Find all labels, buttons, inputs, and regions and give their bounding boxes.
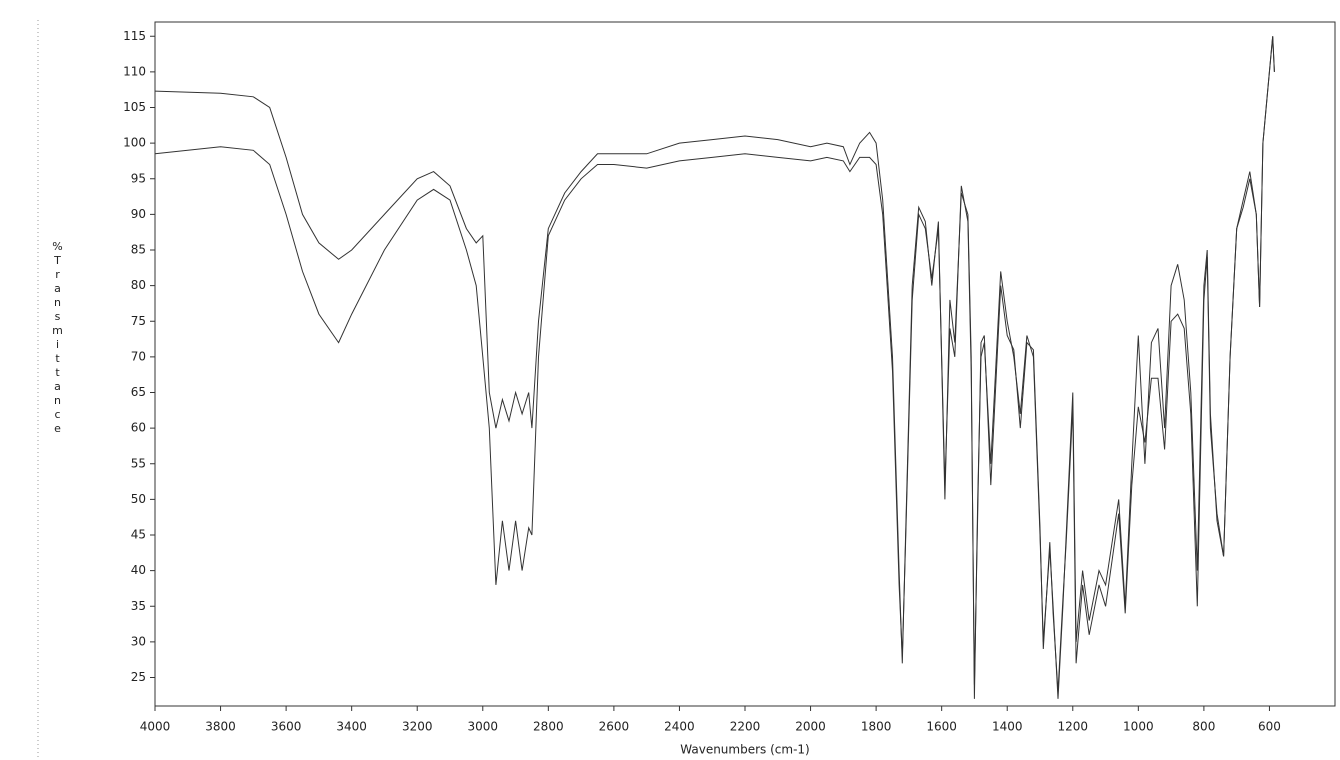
x-tick-label: 600 <box>1258 720 1281 734</box>
x-tick-label: 3800 <box>205 720 236 734</box>
x-tick-label: 1400 <box>992 720 1023 734</box>
x-tick-label: 2200 <box>730 720 761 734</box>
x-tick-label: 2600 <box>599 720 630 734</box>
y-tick-label: 60 <box>131 421 146 435</box>
x-tick-label: 3000 <box>468 720 499 734</box>
x-tick-label: 3200 <box>402 720 433 734</box>
x-tick-label: 2000 <box>795 720 826 734</box>
x-tick-label: 2800 <box>533 720 564 734</box>
y-tick-label: 55 <box>131 456 146 470</box>
y-tick-label: 90 <box>131 207 146 221</box>
y-tick-label: 115 <box>123 29 146 43</box>
x-axis-label: Wavenumbers (cm-1) <box>680 743 809 757</box>
y-axis-label: %Transmittance <box>51 240 64 436</box>
y-tick-label: 30 <box>131 634 146 648</box>
y-tick-label: 35 <box>131 599 146 613</box>
y-tick-label: 50 <box>131 492 146 506</box>
x-tick-label: 3600 <box>271 720 302 734</box>
x-tick-label: 1600 <box>926 720 957 734</box>
y-tick-label: 45 <box>131 528 146 542</box>
x-tick-label: 3400 <box>336 720 367 734</box>
plot-frame <box>154 21 1336 707</box>
x-tick-label: 1000 <box>1123 720 1154 734</box>
x-tick-label: 4000 <box>140 720 171 734</box>
x-tick-label: 800 <box>1192 720 1215 734</box>
y-tick-label: 25 <box>131 670 146 684</box>
y-tick-label: 65 <box>131 385 146 399</box>
y-tick-label: 85 <box>131 243 146 257</box>
y-tick-label: 95 <box>131 171 146 185</box>
x-tick-label: 2400 <box>664 720 695 734</box>
y-tick-label: 40 <box>131 563 146 577</box>
x-tick-label: 1800 <box>861 720 892 734</box>
spectrum-line <box>154 36 1275 692</box>
y-tick-label: 105 <box>123 100 146 114</box>
y-tick-label: 70 <box>131 349 146 363</box>
x-tick-label: 1200 <box>1058 720 1089 734</box>
y-tick-label: 75 <box>131 314 146 328</box>
y-tick-label: 110 <box>123 64 146 78</box>
y-tick-label: 80 <box>131 278 146 292</box>
y-tick-label: 100 <box>123 136 146 150</box>
